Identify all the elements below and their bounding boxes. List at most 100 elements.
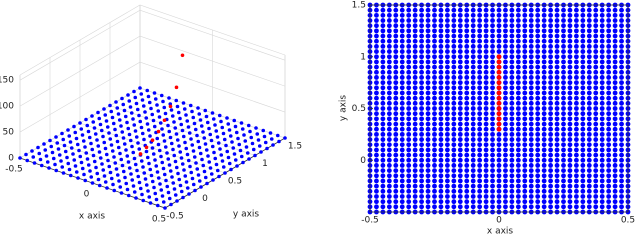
x-axis-label: x axis [487, 227, 514, 236]
point [419, 80, 424, 86]
point [374, 75, 379, 80]
point [503, 121, 508, 127]
point [457, 7, 463, 13]
point [567, 137, 573, 142]
point [464, 33, 470, 39]
point [599, 199, 605, 205]
point [406, 106, 412, 111]
point [192, 121, 197, 126]
point [464, 116, 470, 122]
point [561, 173, 566, 179]
point [490, 188, 495, 194]
point [229, 167, 233, 172]
point [262, 134, 267, 139]
point [574, 28, 579, 34]
point [541, 188, 547, 194]
point [554, 199, 560, 205]
point [412, 54, 418, 60]
point [593, 106, 599, 111]
point [419, 188, 424, 194]
point [528, 178, 534, 184]
point [593, 173, 599, 179]
point [374, 12, 379, 18]
point [612, 142, 618, 148]
point [599, 85, 605, 91]
point [399, 59, 405, 65]
point [477, 64, 483, 70]
point [586, 90, 592, 96]
point [528, 121, 534, 127]
point [138, 186, 143, 191]
point [515, 137, 521, 142]
point [175, 104, 180, 109]
point [477, 152, 483, 158]
point [198, 118, 203, 122]
point [522, 116, 528, 122]
point [567, 44, 573, 49]
point [554, 28, 560, 34]
point [464, 90, 470, 96]
point [619, 194, 624, 199]
point [73, 130, 78, 135]
point [535, 80, 541, 86]
point [548, 59, 553, 65]
point [574, 142, 579, 148]
point [127, 99, 132, 103]
point [509, 23, 515, 29]
point [612, 23, 618, 29]
point [148, 201, 153, 205]
point [464, 131, 470, 137]
point [477, 194, 483, 199]
point [606, 126, 612, 132]
point [265, 146, 269, 151]
point [574, 194, 579, 199]
point [509, 131, 515, 137]
point [125, 187, 130, 192]
point [464, 106, 470, 111]
point [445, 126, 450, 132]
point [619, 75, 624, 80]
point [202, 136, 207, 140]
point [586, 142, 592, 148]
point [451, 90, 457, 96]
point [393, 183, 399, 189]
point [574, 100, 579, 106]
point [593, 64, 599, 70]
point [503, 116, 508, 122]
point [451, 116, 457, 122]
point [599, 188, 605, 194]
point [445, 178, 450, 184]
point [574, 199, 579, 205]
point [425, 183, 431, 189]
point [215, 135, 220, 139]
point [445, 59, 450, 65]
point [180, 128, 185, 133]
point [554, 163, 560, 168]
point [483, 152, 489, 158]
point [586, 137, 592, 142]
point [374, 59, 379, 65]
point [181, 101, 186, 105]
point [374, 90, 379, 96]
point [386, 163, 392, 168]
point [432, 44, 437, 49]
point [541, 173, 547, 179]
point [374, 137, 379, 142]
point [256, 138, 261, 142]
point [393, 90, 399, 96]
point [380, 64, 386, 70]
point [496, 199, 502, 205]
point [503, 80, 508, 86]
point [380, 80, 386, 86]
point [445, 204, 450, 210]
point [509, 100, 515, 106]
point [251, 147, 256, 152]
point [122, 142, 127, 146]
point [567, 64, 573, 70]
point [438, 173, 444, 179]
point [419, 194, 424, 199]
point [412, 126, 418, 132]
point [393, 69, 399, 75]
point [245, 151, 250, 155]
point [425, 157, 431, 163]
